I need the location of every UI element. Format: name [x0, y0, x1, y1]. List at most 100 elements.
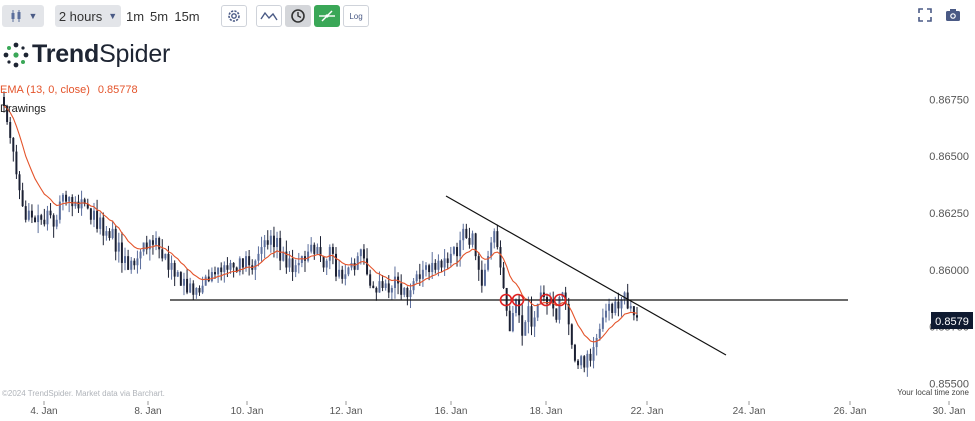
candle-body [390, 287, 393, 293]
candle-body [86, 203, 89, 209]
candle-body [182, 278, 185, 286]
x-tick-label: 4. Jan [30, 406, 57, 417]
candle-body [167, 253, 170, 270]
last-price-badge-bg [931, 312, 973, 329]
candle-body [592, 347, 595, 361]
candle-body [328, 247, 331, 261]
candle-body [229, 262, 232, 270]
candle-body [170, 262, 173, 270]
x-tick-label: 26. Jan [834, 406, 867, 417]
replay-clock-button[interactable] [285, 5, 311, 27]
interval-select[interactable]: 2 hours ▼ [55, 5, 121, 27]
candle-body [456, 247, 459, 257]
candle-body [300, 256, 303, 263]
candle-body [362, 249, 365, 259]
candle-body [6, 106, 9, 123]
candle-body [533, 317, 536, 327]
candle-body [238, 258, 241, 273]
candle-body [335, 253, 338, 277]
candle-body [12, 137, 15, 152]
candle-body [37, 215, 40, 223]
candle-body [518, 299, 521, 316]
candle-body [558, 297, 561, 320]
candle-body [65, 194, 68, 202]
candle-body [350, 262, 353, 268]
candle-body [570, 324, 573, 345]
candle-body [55, 219, 58, 227]
candle-body [421, 269, 424, 279]
camera-icon[interactable] [945, 8, 961, 22]
log-scale-button[interactable]: Log [343, 5, 369, 27]
candle-body [173, 262, 176, 277]
candle-body [189, 283, 192, 293]
interval-5m-button[interactable]: 5m [148, 5, 170, 27]
candle-body [74, 201, 77, 207]
candle-body [409, 290, 412, 298]
candle-body [186, 278, 189, 293]
x-tick-label: 12. Jan [330, 406, 363, 417]
indicators-button[interactable] [256, 5, 282, 27]
candle-body [83, 199, 86, 204]
x-tick-label: 10. Jan [231, 406, 264, 417]
candle-body [263, 240, 266, 248]
candle-body [257, 253, 260, 261]
fullscreen-icon[interactable] [918, 8, 932, 22]
ema-legend-label: EMA (13, 0, close) [0, 84, 90, 96]
trendspider-logo: TrendSpider [2, 40, 170, 69]
candle-body [487, 256, 490, 270]
candle-body [217, 267, 220, 275]
candle-body [108, 231, 111, 238]
candle-body [58, 201, 61, 220]
candle-body [511, 312, 514, 332]
candle-body [241, 258, 244, 268]
logo-text-regular: Spider [99, 40, 171, 68]
candle-body [21, 190, 24, 207]
timezone-text[interactable]: Your local time zone [897, 388, 969, 397]
candle-body [204, 276, 207, 286]
x-tick-label: 16. Jan [435, 406, 468, 417]
interval-1m-label: 1m [125, 8, 145, 24]
drawings-legend[interactable]: Drawings [0, 103, 46, 115]
chart-type-button[interactable]: ▼ [2, 5, 44, 27]
candle-body [151, 240, 154, 245]
candle-body [254, 260, 257, 270]
interval-15m-button[interactable]: 15m [172, 5, 202, 27]
candle-body [80, 199, 83, 209]
candle-body [207, 276, 210, 282]
candle-body [198, 287, 201, 293]
candle-body [291, 258, 294, 273]
candle-body [452, 247, 455, 254]
candle-body [474, 233, 477, 257]
candle-body [92, 210, 95, 220]
drawing-tool-button[interactable] [314, 5, 340, 27]
candle-body [210, 272, 213, 282]
candle-body [508, 310, 511, 332]
candle-body [595, 337, 598, 348]
logo-dots-icon [3, 42, 29, 67]
candle-body [176, 272, 179, 277]
candle-body [499, 247, 502, 268]
copyright-text: ©2024 TrendSpider. Market data via Barch… [2, 389, 165, 398]
candlestick-icon [11, 10, 21, 22]
y-axis: 0.867500.865000.862500.860000.857500.855… [929, 94, 969, 390]
candle-body [40, 215, 43, 220]
candle-body [145, 242, 148, 250]
candle-body [400, 283, 403, 295]
candle-body [406, 287, 409, 298]
candle-body [282, 251, 285, 261]
settings-button[interactable] [221, 5, 247, 27]
candle-body [356, 256, 359, 270]
candle-body [555, 308, 558, 320]
candle-body [583, 356, 586, 368]
ema-legend[interactable]: EMA (13, 0, close) 0.85778 [0, 84, 138, 96]
candle-body [179, 272, 182, 286]
candle-body [133, 260, 136, 266]
candle-body [102, 217, 105, 236]
interval-1m-button[interactable]: 1m [124, 5, 146, 27]
candle-body [418, 274, 421, 279]
candle-body [272, 235, 275, 248]
candle-body [567, 303, 570, 325]
candle-body [623, 292, 626, 300]
candle-body [611, 303, 614, 313]
